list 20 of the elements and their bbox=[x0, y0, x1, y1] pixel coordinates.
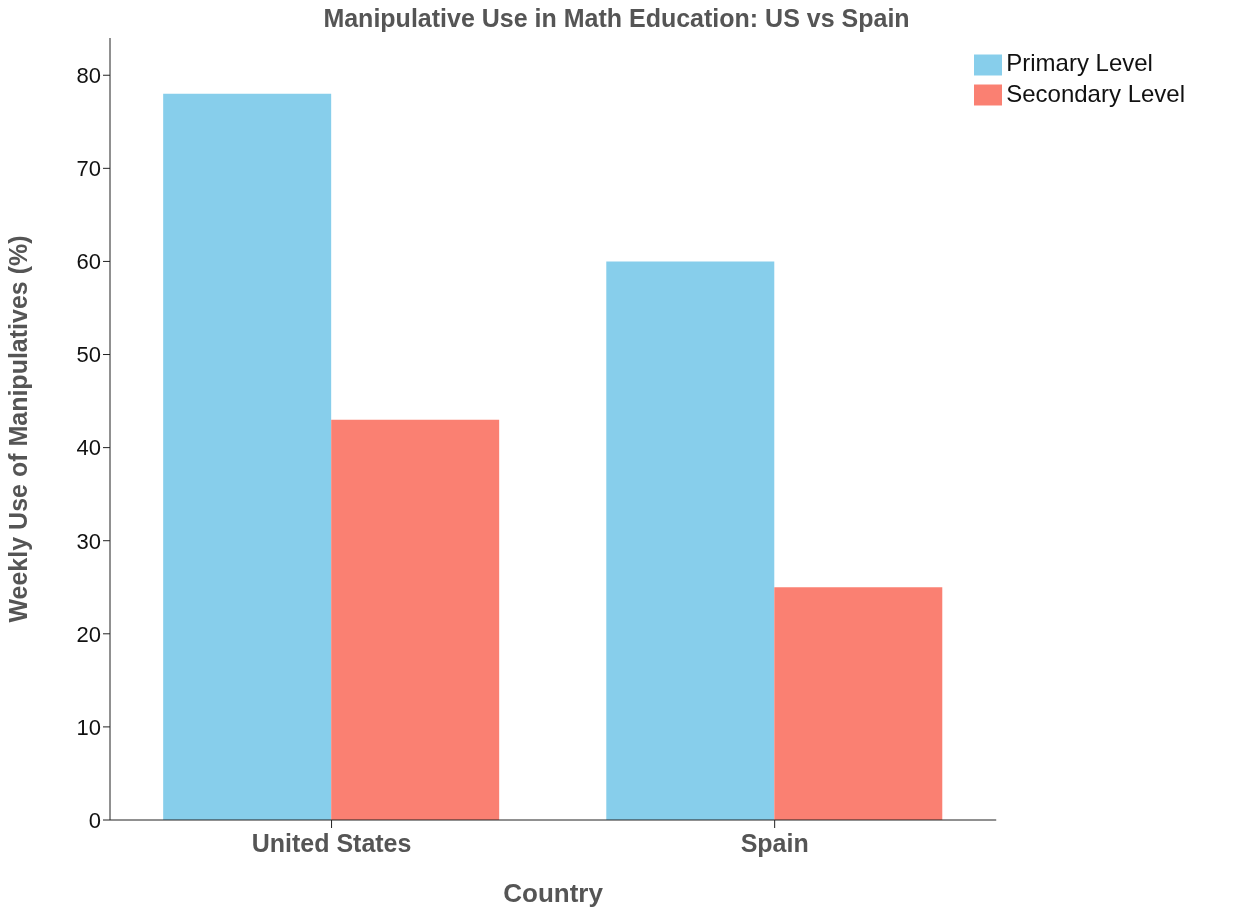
bar bbox=[331, 419, 500, 820]
y-tick-label: 30 bbox=[76, 528, 101, 554]
legend-label: Primary Level bbox=[1006, 49, 1153, 76]
bar bbox=[606, 261, 775, 820]
bar bbox=[163, 93, 332, 820]
y-tick-label: 50 bbox=[76, 342, 101, 368]
x-tick-label: Spain bbox=[740, 828, 809, 857]
chart-title: Manipulative Use in Math Education: US vs Spain bbox=[322, 4, 911, 33]
y-tick-label: 60 bbox=[76, 249, 101, 275]
y-tick-label: 80 bbox=[76, 63, 101, 89]
y-axis-title: Weekly Use of Manipulatives (%) bbox=[3, 235, 32, 623]
y-tick-label: 40 bbox=[76, 435, 101, 461]
y-tick-label: 20 bbox=[76, 621, 101, 647]
y-tick-label: 10 bbox=[76, 714, 101, 740]
x-axis-title: Country bbox=[503, 878, 604, 908]
legend-label: Secondary Level bbox=[1006, 79, 1185, 107]
y-tick-label: 0 bbox=[88, 807, 101, 833]
x-tick-label: United States bbox=[251, 828, 412, 857]
y-tick-label: 70 bbox=[76, 156, 101, 182]
bar bbox=[774, 587, 943, 820]
